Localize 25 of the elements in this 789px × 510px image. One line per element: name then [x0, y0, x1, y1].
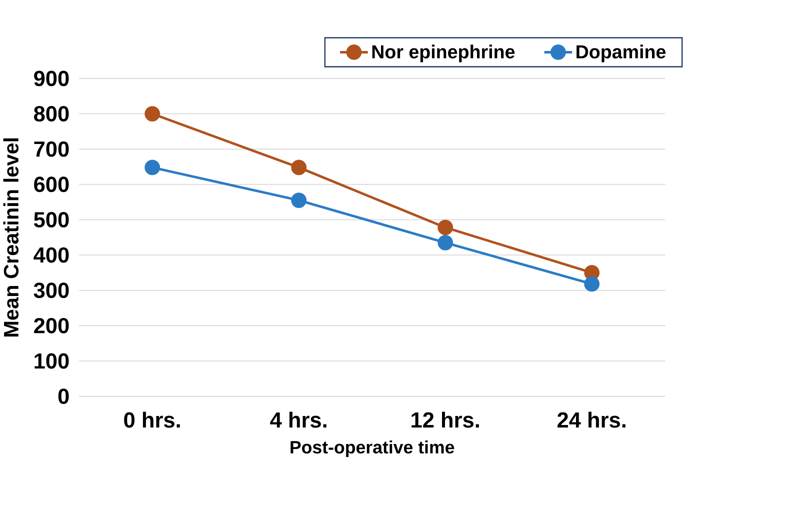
legend-label: Dopamine — [576, 44, 666, 62]
y-tick-label: 900 — [34, 70, 69, 86]
y-tick-label: 100 — [34, 354, 69, 369]
y-tick-label: 700 — [34, 142, 69, 158]
y-tick-label: 600 — [34, 176, 69, 192]
x-tick-label: 12 hrs. — [412, 412, 479, 428]
point — [144, 160, 160, 176]
point — [144, 106, 160, 122]
y-tick-label: 300 — [34, 282, 69, 298]
x-tick-label: 0 hrs. — [124, 412, 180, 428]
x-tick-label: 24 hrs. — [558, 412, 626, 428]
y-tick-label: 800 — [34, 106, 69, 122]
point — [438, 235, 454, 251]
y-tick-label: 0 — [58, 388, 69, 404]
y-axis-title: Mean Creatinin level — [3, 138, 19, 337]
point — [438, 220, 454, 236]
point — [291, 160, 307, 176]
point — [584, 276, 600, 292]
y-tick-label: 500 — [34, 212, 69, 228]
x-axis-title: Post-operative time — [290, 440, 454, 458]
point — [291, 192, 307, 208]
y-tick-label: 400 — [34, 248, 69, 263]
legend-label: Nor epinephrine — [372, 44, 515, 62]
x-tick-label: 4 hrs. — [270, 412, 326, 428]
y-tick-label: 200 — [34, 318, 69, 334]
